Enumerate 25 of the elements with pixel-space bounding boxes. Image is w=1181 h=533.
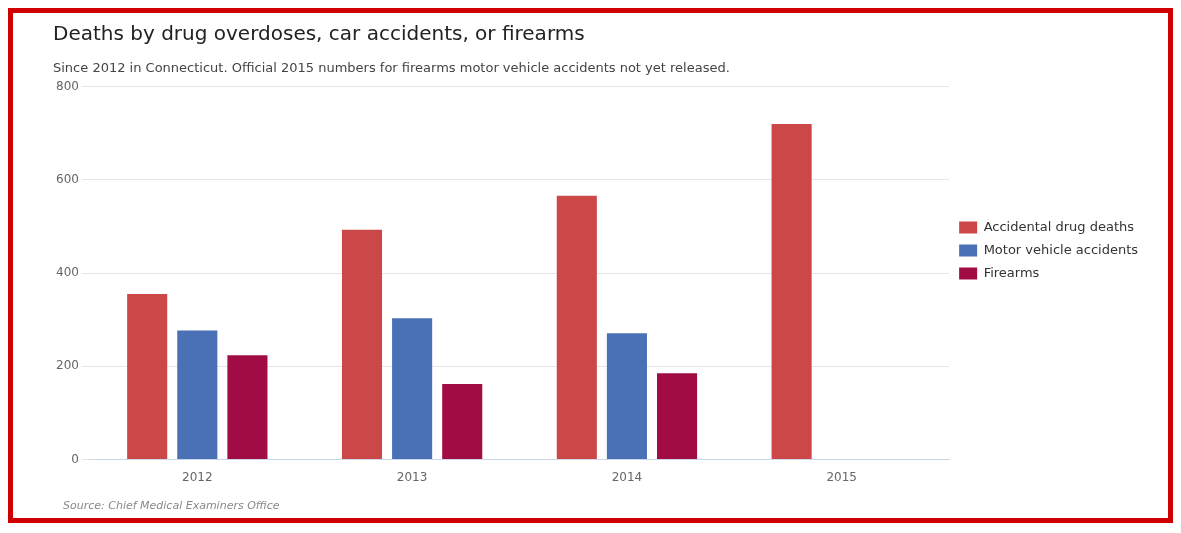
bar [556, 195, 597, 460]
bar [127, 294, 168, 460]
x-tick-label: 2015 [826, 469, 858, 484]
bar [227, 355, 268, 460]
legend-label: Firearms [983, 264, 1040, 280]
source-note: Source: Chief Medical Examiners Office [63, 499, 280, 513]
x-tick-label: 2012 [182, 469, 213, 484]
bar [177, 330, 218, 460]
chart-subtitle: Since 2012 in Connecticut. Official 2015 numbers for firearms motor vehicle accidents not yet released. [53, 60, 730, 76]
y-tick-label: 200 [56, 358, 79, 373]
bar [606, 333, 647, 460]
bar [657, 373, 698, 460]
legend-label: Accidental drug deaths [983, 218, 1135, 234]
chart-title: Deaths by drug overdoses, car accidents, or firearms [53, 21, 585, 46]
bar [341, 229, 383, 460]
x-tick-label: 2013 [396, 469, 428, 484]
y-tick-label: 0 [71, 451, 79, 466]
y-tick-label: 400 [56, 265, 79, 280]
y-tick-label: 800 [56, 78, 79, 93]
bar [771, 123, 812, 460]
legend-label: Motor vehicle accidents [983, 241, 1139, 257]
y-tick-label: 600 [56, 171, 79, 186]
bar [392, 318, 433, 460]
bar [442, 384, 483, 460]
x-tick-label: 2014 [611, 469, 643, 484]
